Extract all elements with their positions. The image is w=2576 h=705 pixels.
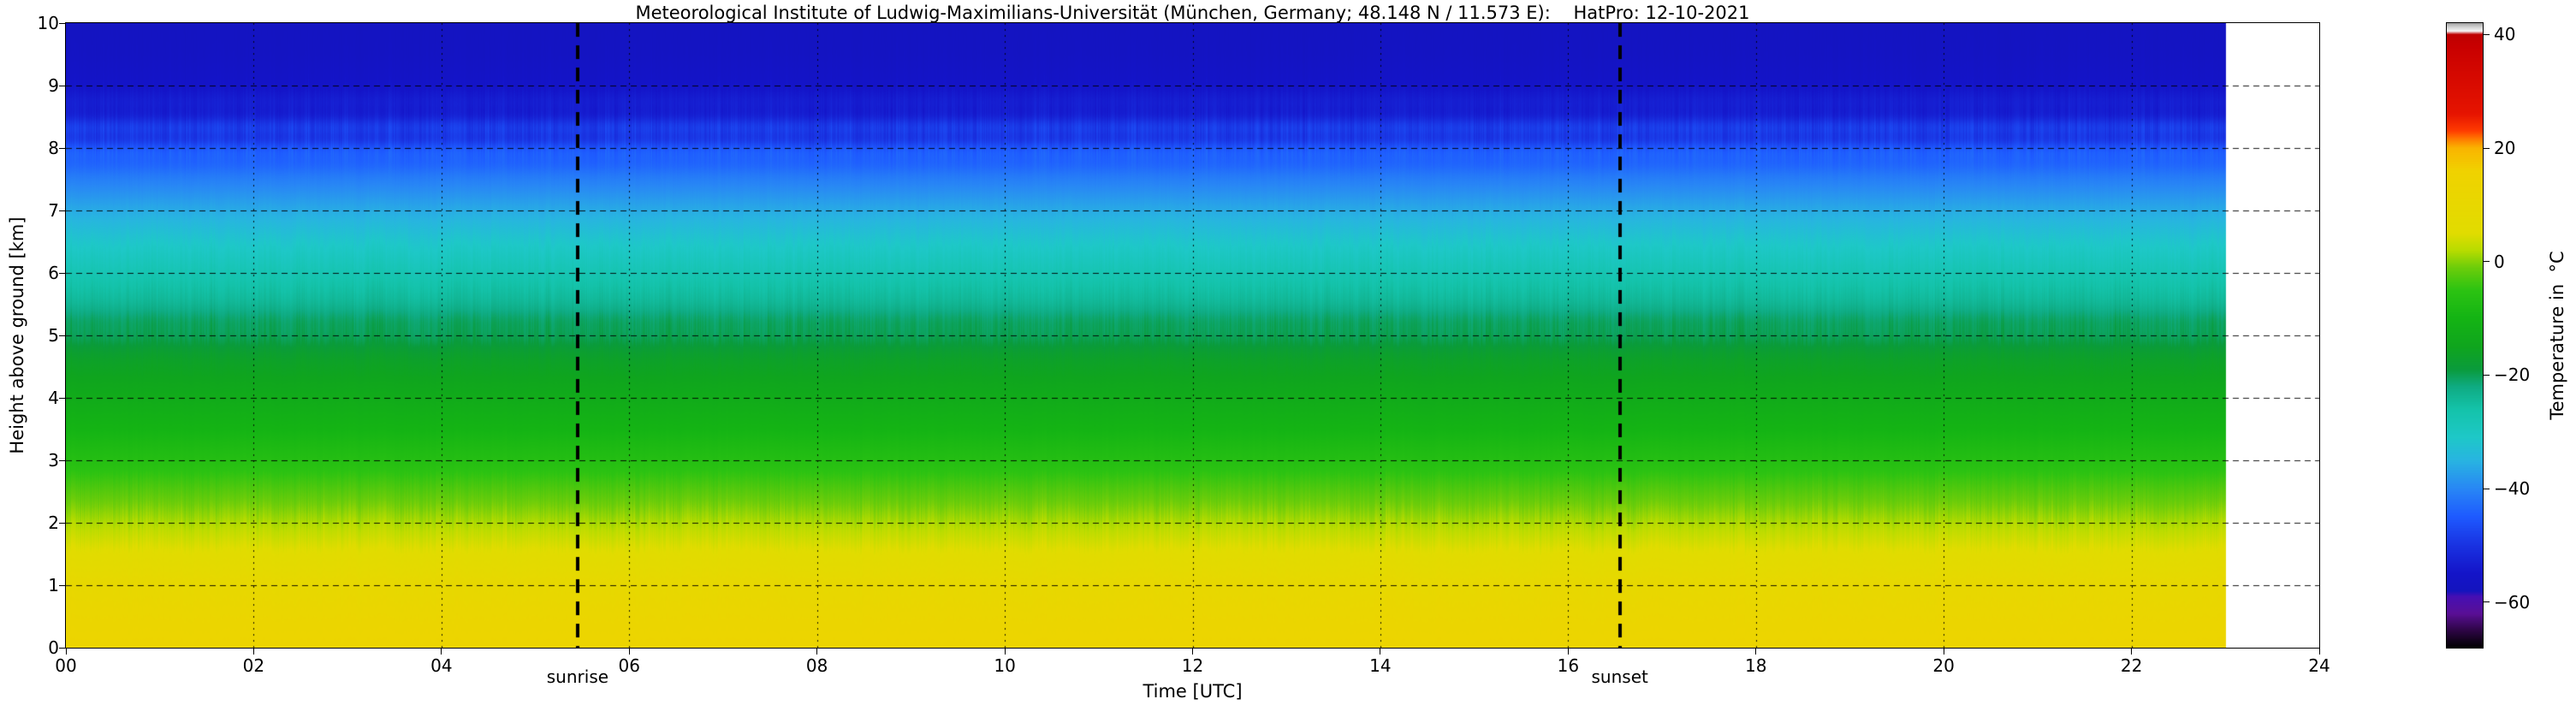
x-tick-label: 18 (1745, 655, 1767, 676)
heatmap-canvas (66, 23, 2319, 648)
y-tick-label: 10 (37, 13, 59, 33)
x-tick-mark (628, 649, 630, 655)
y-tick-mark (59, 147, 65, 149)
y-tick-mark (59, 335, 65, 336)
y-tick-mark (59, 210, 65, 211)
y-tick-label: 6 (48, 263, 59, 283)
y-tick-mark (59, 22, 65, 24)
y-tick-label: 9 (48, 75, 59, 96)
y-tick-mark (59, 522, 65, 524)
x-tick-label: 10 (994, 655, 1016, 676)
colorbar-tick-mark (2484, 601, 2490, 603)
x-tick-mark (2131, 649, 2133, 655)
colorbar-tick-mark (2484, 261, 2490, 263)
colorbar-tick-label: 0 (2494, 251, 2505, 272)
x-tick-label: 04 (430, 655, 453, 676)
annotation-label-sunrise: sunrise (546, 666, 609, 687)
y-tick-mark (59, 272, 65, 274)
colorbar (2446, 22, 2484, 649)
y-tick-label: 5 (48, 325, 59, 346)
y-tick-label: 4 (48, 388, 59, 408)
plot-area (65, 22, 2320, 649)
chart-title: Meteorological Institute of Ludwig-Maxim… (635, 3, 1750, 23)
colorbar-tick-label: 40 (2494, 24, 2516, 45)
y-tick-label: 1 (48, 575, 59, 595)
x-tick-mark (1192, 649, 1193, 655)
x-tick-label: 06 (618, 655, 640, 676)
y-tick-label: 0 (48, 637, 59, 658)
x-tick-mark (1004, 649, 1006, 655)
x-tick-label: 12 (1181, 655, 1204, 676)
x-tick-mark (252, 649, 254, 655)
y-tick-mark (59, 459, 65, 461)
x-tick-label: 20 (1932, 655, 1955, 676)
y-tick-label: 3 (48, 450, 59, 471)
x-tick-label: 02 (242, 655, 265, 676)
x-tick-mark (441, 649, 442, 655)
y-tick-mark (59, 647, 65, 649)
colorbar-tick-mark (2484, 147, 2490, 149)
x-tick-label: 00 (55, 655, 77, 676)
colorbar-tick-label: −20 (2494, 364, 2531, 386)
colorbar-tick-label: −40 (2494, 478, 2531, 500)
x-tick-label: 08 (805, 655, 828, 676)
y-tick-mark (59, 584, 65, 586)
y-tick-label: 8 (48, 138, 59, 158)
colorbar-tick-label: 20 (2494, 138, 2516, 158)
colorbar-canvas (2447, 23, 2483, 648)
colorbar-tick-mark (2484, 374, 2490, 376)
x-tick-mark (816, 649, 818, 655)
y-tick-mark (59, 397, 65, 399)
x-tick-mark (65, 649, 67, 655)
colorbar-tick-mark (2484, 33, 2490, 35)
y-tick-label: 7 (48, 200, 59, 221)
colorbar-label: Temperature in °C (2547, 251, 2567, 420)
x-tick-label: 14 (1369, 655, 1392, 676)
x-axis-label: Time [UTC] (1143, 681, 1243, 702)
x-tick-mark (1755, 649, 1757, 655)
y-tick-label: 2 (48, 512, 59, 533)
annotation-label-sunset: sunset (1591, 666, 1648, 687)
x-tick-mark (2318, 649, 2320, 655)
x-tick-label: 16 (1557, 655, 1580, 676)
x-tick-label: 22 (2120, 655, 2143, 676)
x-tick-mark (1567, 649, 1569, 655)
x-tick-label: 24 (2308, 655, 2330, 676)
colorbar-tick-label: −60 (2494, 591, 2531, 613)
